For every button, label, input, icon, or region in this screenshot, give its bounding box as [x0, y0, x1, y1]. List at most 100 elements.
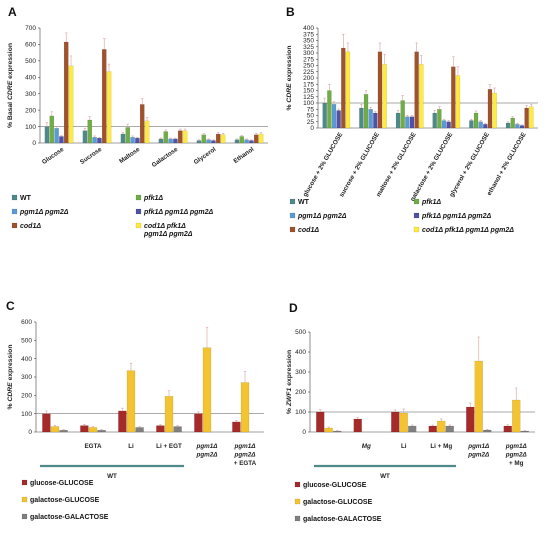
bar: [97, 430, 106, 433]
bar: [345, 51, 351, 129]
legend-label: pfk1Δ pgm1Δ pgm2Δ: [143, 209, 214, 216]
bar: [505, 122, 511, 129]
legend-swatch: [289, 212, 296, 219]
y-tick-label: 600: [25, 42, 36, 49]
y-tick-label: 375: [303, 31, 314, 38]
bar: [512, 399, 521, 433]
bar: [239, 136, 245, 144]
x-category-label: Galactose: [151, 146, 180, 169]
bar: [478, 121, 483, 129]
y-tick-label: 200: [303, 75, 314, 82]
chart-panel-d: D 0 100 200 300 400 500 % ZWF1 expression Mg Li Li…: [286, 301, 535, 523]
legend-swatch: [11, 208, 18, 215]
y-tick-label: 300: [295, 369, 306, 376]
legend-swatch: [413, 198, 420, 205]
y-tick-label: 250: [303, 63, 314, 70]
chart-panel-b: B 025507510012515017520022525027530032535…: [286, 5, 538, 234]
y-axis-label: % ZWF1 expression: [286, 350, 293, 414]
bar: [88, 427, 98, 433]
legend: WT pfk1Δ pgm1Δ pgm2Δ pfk1Δ pgm1Δ pgm2Δ cod1Δ…: [11, 194, 214, 238]
bar: [510, 117, 515, 129]
bar: [445, 425, 454, 433]
y-axis-label: % CDRE expression: [7, 345, 14, 410]
y-tick-label: 25: [307, 119, 315, 126]
y-tick-label: 0: [310, 125, 314, 132]
bar: [529, 106, 534, 129]
bar: [164, 396, 174, 433]
legend-label: galactose-GALACTOSE: [303, 516, 382, 523]
panel-letter: B: [286, 5, 295, 19]
bar: [363, 94, 369, 129]
legend-label: galactose-GALACTOSE: [30, 514, 109, 521]
legend-swatch: [294, 498, 301, 505]
legend-swatch: [294, 515, 301, 522]
y-tick-label: 300: [21, 374, 32, 381]
bar: [258, 133, 264, 144]
bar: [405, 116, 410, 129]
bar: [173, 138, 178, 144]
bar: [419, 64, 424, 129]
bar: [408, 425, 417, 433]
bar: [382, 64, 387, 129]
legend-swatch: [413, 226, 420, 233]
bar: [395, 112, 401, 129]
y-tick-label: 75: [307, 106, 315, 113]
legend-swatch: [21, 479, 28, 486]
bar: [173, 426, 182, 433]
y-tick-label: 0: [302, 429, 306, 436]
bar: [49, 115, 55, 144]
x-category-label: Li: [401, 443, 407, 450]
group-label: WT: [107, 473, 117, 480]
bar: [177, 130, 183, 144]
y-tick-label: 500: [295, 329, 306, 336]
bar: [524, 107, 529, 129]
legend-label: WT: [20, 195, 32, 202]
y-tick-label: 500: [21, 338, 32, 345]
bar: [322, 102, 327, 129]
legend: glucose-GLUCOSE galactose-GLUCOSE galactos…: [294, 481, 382, 523]
y-tick-label: 175: [303, 81, 314, 88]
legend-swatch: [21, 513, 28, 520]
y-tick-label: 350: [303, 38, 314, 45]
y-tick-label: 300: [303, 50, 314, 57]
panel-letter: C: [6, 299, 15, 313]
bar: [341, 47, 346, 129]
bar: [515, 124, 520, 129]
bar: [106, 71, 112, 144]
x-category-label: pgm1Δ pgm2Δ + EGTA: [233, 443, 256, 467]
bar: [333, 430, 342, 433]
chart-panel-a: A 0 100 200 300 400 500 600 700 % Basal CDRE expr…: [7, 5, 268, 238]
bar: [232, 421, 241, 433]
x-category-label: Li + Mg: [430, 443, 452, 450]
bar: [437, 420, 446, 433]
legend-label: pgm1Δ pgm2Δ: [19, 209, 69, 216]
bar: [87, 119, 93, 144]
legend-label: pfk1Δ pgm1Δ pgm2Δ: [421, 213, 492, 220]
bar: [118, 410, 127, 433]
legend-label: cod1Δ pfk1Δ pgm1Δ pgm2Δ: [422, 227, 514, 234]
y-tick-label: 700: [25, 25, 36, 32]
bar: [240, 382, 250, 433]
bar: [391, 411, 400, 433]
group-label: WT: [380, 473, 390, 480]
bar: [182, 130, 188, 144]
bar: [316, 411, 325, 433]
bar: [54, 128, 59, 144]
y-axis-label: % CDRE expression: [286, 46, 293, 111]
x-category-label: glycerol + 2% GLUCOSE: [448, 131, 491, 198]
bar: [437, 109, 442, 129]
x-category-label: Sucrose: [79, 146, 104, 166]
x-category-label: ethanol + 2% GLUCOSE: [486, 131, 528, 196]
x-category-label: glucose + 2% GLUCOSE: [302, 131, 345, 198]
legend-label: pfk1Δ: [143, 195, 163, 202]
legend-swatch: [11, 222, 18, 229]
bar: [59, 136, 64, 144]
legend-label: glucose-GLUCOSE: [30, 480, 94, 487]
x-category-label: pgm1Δ pgm2Δ: [195, 443, 217, 459]
panel-letter: A: [8, 5, 17, 19]
bar: [359, 107, 364, 129]
x-category-label: maltose + 2% GLUCOSE: [375, 131, 418, 198]
y-tick-label: 400: [303, 25, 314, 32]
y-tick-label: 200: [295, 389, 306, 396]
bar: [135, 137, 140, 144]
